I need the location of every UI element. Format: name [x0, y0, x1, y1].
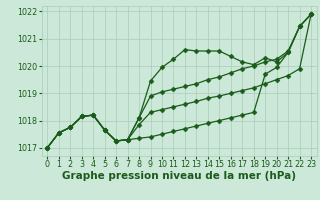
X-axis label: Graphe pression niveau de la mer (hPa): Graphe pression niveau de la mer (hPa): [62, 171, 296, 181]
